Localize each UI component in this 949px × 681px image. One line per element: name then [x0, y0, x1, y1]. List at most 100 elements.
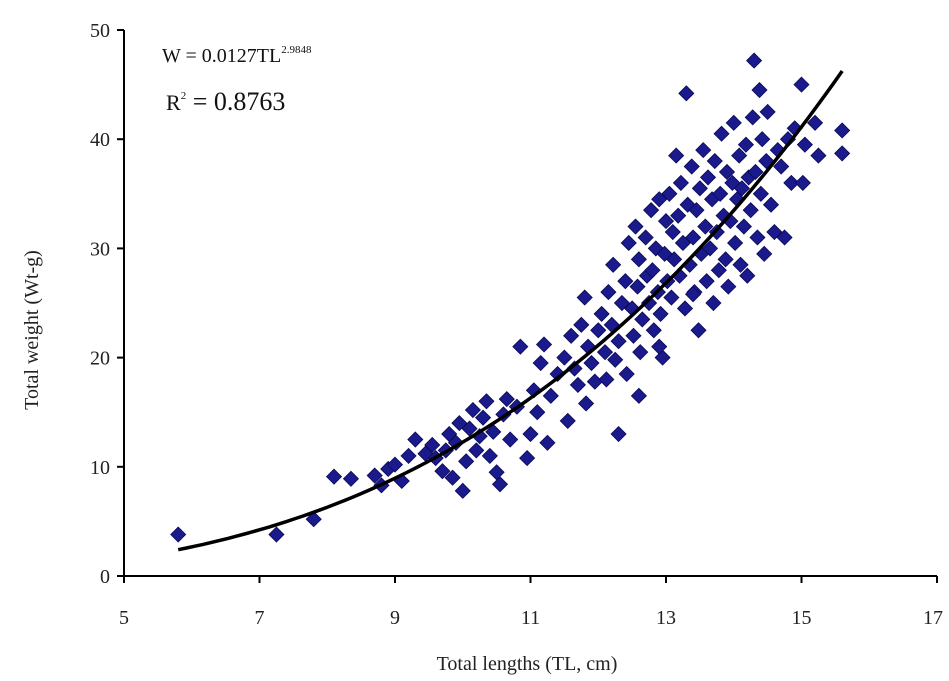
- data-point: [651, 338, 668, 355]
- equation-label: W = 0.0127TL2.9848: [162, 44, 312, 67]
- data-point: [566, 360, 583, 377]
- data-point: [502, 431, 519, 448]
- data-point: [766, 223, 783, 241]
- data-point: [618, 365, 635, 383]
- data-point: [458, 453, 475, 470]
- data-point: [488, 464, 505, 481]
- data-point: [583, 354, 600, 372]
- data-point: [485, 423, 502, 440]
- data-point: [407, 431, 424, 448]
- equation-exponent: 2.9848: [281, 44, 312, 56]
- data-point: [657, 213, 675, 230]
- data-point: [697, 218, 714, 235]
- data-point: [783, 174, 800, 191]
- data-point: [573, 316, 590, 333]
- data-point: [529, 404, 546, 421]
- data-point: [598, 371, 615, 388]
- data-point: [663, 289, 680, 306]
- data-point: [773, 158, 790, 175]
- data-point: [698, 273, 715, 290]
- ticks: 5 7 9 11 13 15 17 0 10 20 30 40 50: [90, 20, 943, 629]
- data-point: [710, 262, 727, 279]
- data-point: [752, 185, 769, 202]
- x-tick-label: 5: [119, 607, 129, 629]
- data-point: [542, 387, 559, 404]
- data-point: [400, 447, 417, 464]
- data-point: [640, 294, 658, 312]
- y-axis-title: Total weight (Wt-g): [21, 250, 43, 410]
- data-point: [683, 158, 700, 175]
- data-point: [620, 234, 637, 252]
- data-point: [685, 229, 702, 246]
- data-point: [464, 401, 481, 419]
- data-point: [593, 305, 610, 322]
- data-point: [731, 147, 748, 164]
- y-tick-label: 30: [90, 238, 110, 260]
- equation-base: W = 0.0127TL: [162, 45, 281, 67]
- data-point: [713, 125, 730, 142]
- data-point: [577, 395, 595, 412]
- data-point: [705, 294, 722, 312]
- data-point: [733, 180, 750, 197]
- data-point: [712, 185, 729, 202]
- data-point: [610, 333, 627, 350]
- data-point: [559, 412, 576, 430]
- data-point: [325, 468, 343, 485]
- data-point: [630, 387, 647, 404]
- data-point: [468, 442, 485, 459]
- data-point: [834, 122, 851, 139]
- y-tick-label: 0: [100, 566, 110, 588]
- data-point: [688, 202, 705, 219]
- data-point: [695, 142, 712, 159]
- data-point: [617, 273, 634, 290]
- data-point: [637, 229, 654, 246]
- data-point: [652, 305, 669, 322]
- data-point: [170, 526, 187, 543]
- data-point: [742, 202, 759, 219]
- data-point: [744, 109, 761, 126]
- data-point: [664, 223, 681, 241]
- data-point: [519, 449, 536, 467]
- data-point: [685, 286, 702, 303]
- data-point: [727, 234, 744, 252]
- x-axis-title: Total lengths (TL, cm): [437, 653, 618, 675]
- data-point: [674, 234, 692, 252]
- x-tick-label: 17: [923, 607, 943, 629]
- data-point: [672, 174, 689, 191]
- data-point: [699, 169, 717, 186]
- data-point: [386, 456, 404, 473]
- data-point: [498, 391, 515, 408]
- data-point: [746, 52, 763, 69]
- data-point: [759, 103, 776, 120]
- data-point: [629, 278, 646, 295]
- data-point: [661, 185, 678, 202]
- data-points: [170, 52, 851, 543]
- x-tick-label: 13: [656, 607, 676, 629]
- data-point: [732, 256, 749, 273]
- data-point: [268, 526, 285, 543]
- data-point: [600, 284, 617, 301]
- data-point: [305, 511, 322, 528]
- r-squared-label: R2 = 0.8763: [166, 87, 285, 116]
- data-point: [725, 114, 742, 131]
- data-point: [776, 229, 793, 246]
- data-point: [690, 322, 707, 339]
- data-point: [434, 463, 451, 480]
- data-point: [762, 196, 780, 213]
- y-tick-label: 50: [90, 20, 110, 42]
- data-point: [481, 447, 498, 464]
- x-tick-label: 15: [792, 607, 812, 629]
- data-point: [522, 425, 539, 443]
- trend-line: [177, 69, 844, 552]
- data-point: [366, 467, 383, 484]
- r-squared-prefix: R: [166, 90, 181, 115]
- data-point: [834, 145, 851, 162]
- y-tick-label: 40: [90, 129, 110, 151]
- data-point: [491, 476, 509, 493]
- data-point: [756, 245, 773, 262]
- data-point: [735, 218, 752, 235]
- data-point: [670, 207, 687, 224]
- data-point: [627, 218, 644, 235]
- data-point: [754, 131, 771, 148]
- data-point: [549, 365, 566, 383]
